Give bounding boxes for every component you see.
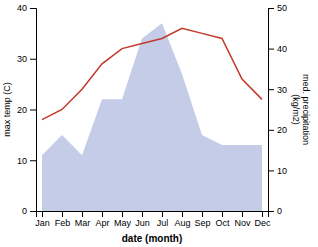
- tick-label: May: [114, 218, 132, 228]
- tick-label: 10: [17, 156, 27, 166]
- tick-mark: [268, 211, 274, 212]
- tick: 30: [17, 54, 36, 64]
- tick: Dec: [254, 211, 271, 228]
- tick-mark: [42, 211, 43, 217]
- tick-mark: [268, 170, 274, 171]
- tick-label: Jun: [135, 218, 150, 228]
- tick-label: 20: [17, 105, 27, 115]
- tick-mark: [268, 89, 274, 90]
- tick-label: Aug: [174, 218, 190, 228]
- axis-line: [30, 9, 37, 212]
- tick-label: Mar: [75, 218, 91, 228]
- tick-label: 10: [277, 166, 287, 176]
- tick-label: 50: [277, 3, 287, 13]
- tick-mark: [30, 8, 36, 9]
- tick-label: 20: [277, 125, 287, 135]
- tick-label: Jul: [157, 218, 169, 228]
- y-axis: 0 10 20 30 40: [17, 3, 37, 216]
- tick: 0: [22, 206, 36, 216]
- tick: Aug: [174, 211, 190, 228]
- tick-mark: [30, 160, 36, 161]
- tick-mark: [268, 130, 274, 131]
- tick-mark: [30, 110, 36, 111]
- tick-mark: [62, 211, 63, 217]
- tick-mark: [182, 211, 183, 217]
- plot: Jan Feb Mar Apr MayJun Jul Aug Sep Oct NovDec 0 10 2…: [17, 3, 287, 228]
- tick-mark: [242, 211, 243, 217]
- tick-label: Feb: [55, 218, 71, 228]
- tick: 50: [268, 3, 287, 13]
- tick-label: Sep: [194, 218, 210, 228]
- x-axis-title: date (month): [122, 233, 183, 244]
- y2-axis-title-line: med. precipitation: [301, 74, 311, 145]
- tick: Mar: [75, 211, 91, 228]
- y-axis-title: max temp (C): [2, 82, 12, 137]
- tick: 0: [268, 206, 282, 216]
- tick-label: 0: [277, 206, 282, 216]
- tick-label: 30: [277, 85, 287, 95]
- tick-label: Apr: [95, 218, 109, 228]
- tick: Jun: [135, 211, 150, 228]
- tick-label: 30: [17, 54, 27, 64]
- tick-mark: [262, 211, 263, 217]
- marks: [42, 23, 262, 211]
- tick-mark: [202, 211, 203, 217]
- tick-label: Nov: [234, 218, 251, 228]
- tick: May: [114, 211, 132, 228]
- tick-label: Dec: [254, 218, 271, 228]
- tick: 20: [268, 125, 287, 135]
- chart: Jan Feb Mar Apr MayJun Jul Aug Sep Oct NovDec 0 10 2…: [0, 0, 318, 247]
- tick-mark: [162, 211, 163, 217]
- tick: Jul: [157, 211, 169, 228]
- axis-line: [37, 212, 269, 218]
- tick: Oct: [215, 211, 230, 228]
- tick-mark: [222, 211, 223, 217]
- y2-axis-title-line: (kg/m2): [291, 94, 301, 125]
- tick-label: 40: [277, 44, 287, 54]
- tick: 40: [268, 44, 287, 54]
- tick: Nov: [234, 211, 251, 228]
- tick: 40: [17, 3, 36, 13]
- tick-label: 40: [17, 3, 27, 13]
- tick-label: 0: [22, 206, 27, 216]
- tick-mark: [268, 49, 274, 50]
- tick-mark: [122, 211, 123, 217]
- area: [42, 23, 262, 211]
- tick: Apr: [95, 211, 109, 228]
- tick-mark: [30, 211, 36, 212]
- tick-mark: [102, 211, 103, 217]
- line: [42, 28, 262, 119]
- tick: Feb: [55, 211, 71, 228]
- tick: 10: [268, 166, 287, 176]
- tick: 10: [17, 156, 36, 166]
- y2-axis: 0 10 20 30 40 50: [268, 3, 287, 216]
- tick-mark: [142, 211, 143, 217]
- tick: 20: [17, 105, 36, 115]
- tick-label: Jan: [35, 218, 50, 228]
- axis-line: [269, 9, 275, 212]
- tick-mark: [82, 211, 83, 217]
- tick-mark: [30, 59, 36, 60]
- tick-mark: [268, 8, 274, 9]
- x-axis: Jan Feb Mar Apr MayJun Jul Aug Sep Oct NovDec: [35, 211, 271, 228]
- y2-axis-title: med. precipitation(kg/m2): [291, 74, 311, 145]
- tick: 30: [268, 85, 287, 95]
- tick: Sep: [194, 211, 210, 228]
- tick-label: Oct: [215, 218, 230, 228]
- tick: Jan: [35, 211, 50, 228]
